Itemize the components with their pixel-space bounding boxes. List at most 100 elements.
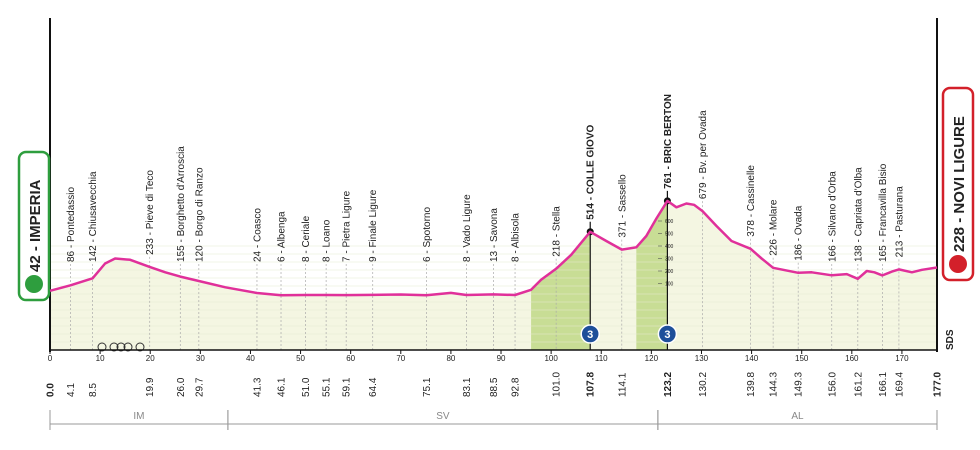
logo: SDS (945, 329, 956, 350)
x-tick-label: 150 (795, 354, 809, 363)
finish-icon (949, 255, 967, 273)
x-tick-label: 100 (544, 354, 558, 363)
waypoint-label: 6 - Albenga (277, 211, 288, 262)
icon (109, 342, 119, 352)
waypoint-label: 138 - Capriata d'Olba (853, 167, 864, 262)
km-label: 46.1 (277, 377, 288, 397)
km-label: 101.0 (552, 372, 563, 397)
km-label: 75.1 (422, 377, 433, 397)
waypoint-label: 218 - Stella (552, 206, 563, 257)
altitude-tick-label: 600 (665, 219, 674, 225)
x-tick-label: 50 (296, 354, 305, 363)
x-tick-label: 110 (595, 354, 608, 363)
km-label: 166.1 (878, 372, 889, 397)
climb-category: 3 (587, 329, 593, 341)
km-label: 169.4 (894, 372, 905, 397)
x-tick-label: 160 (845, 354, 859, 363)
x-tick-label: 40 (246, 354, 255, 363)
waypoint-label: 166 - Silvano d'Orba (827, 171, 838, 262)
waypoint-label: 514 - COLLE GIOVO (586, 125, 597, 220)
waypoint-label: 233 - Pieve di Teco (145, 170, 156, 255)
waypoint-label: 761 - BRIC BERTON (663, 94, 674, 189)
start-label: 42 - IMPERIA (27, 179, 44, 272)
altitude-tick-label: 500 (665, 232, 674, 238)
waypoint-label: 142 - Chiusavecchia (88, 171, 99, 262)
km-label: 92.8 (511, 377, 522, 397)
profile-area (50, 200, 937, 350)
x-tick-label: 130 (695, 354, 709, 363)
profile-line (49, 199, 938, 297)
km-label: 51.0 (301, 377, 312, 397)
icon (123, 342, 133, 352)
km-label: 4.1 (66, 383, 77, 397)
climb-badge (657, 324, 678, 344)
x-tick-label: 70 (396, 354, 405, 363)
region-label: IM (133, 411, 144, 422)
x-tick-label: 20 (146, 354, 155, 363)
altitude-tick-label: 200 (665, 269, 674, 275)
km-label: 59.1 (342, 377, 353, 397)
km-label: 177.0 (933, 372, 944, 397)
km-label: 139.8 (746, 372, 757, 397)
waypoint-label: 226 - Molare (769, 199, 780, 256)
km-label: 0.0 (46, 383, 57, 397)
altitude-tick-label: 100 (665, 282, 674, 288)
x-tick-label: 10 (96, 354, 105, 363)
climb-category: 3 (664, 329, 670, 341)
x-tick-label: 170 (895, 354, 909, 363)
x-tick-label: 30 (196, 354, 205, 363)
km-label: 156.0 (827, 372, 838, 397)
km-label: 123.2 (663, 372, 674, 397)
finish-badge (941, 86, 975, 282)
waypoint-label: 165 - Francavilla Bisio (878, 163, 889, 262)
km-label: 107.8 (586, 372, 597, 397)
km-label: 130.2 (698, 372, 709, 397)
start-badge (17, 150, 51, 302)
x-tick-label: 60 (346, 354, 355, 363)
x-tick-label: 80 (446, 354, 455, 363)
km-label: 41.3 (252, 377, 263, 397)
km-label: 144.3 (769, 372, 780, 397)
climb-area (636, 200, 668, 350)
km-label: 161.2 (853, 372, 864, 397)
finish-label: 228 - NOVI LIGURE (951, 116, 968, 252)
km-label: 29.7 (194, 377, 205, 397)
region-label: AL (791, 411, 804, 422)
waypoint-label: 186 - Ovada (794, 205, 805, 260)
km-label: 26.0 (176, 377, 187, 397)
waypoint-label: 8 - Loano (322, 219, 333, 262)
profile-layer (50, 200, 937, 350)
km-label: 64.4 (368, 377, 379, 397)
waypoint-label: 8 - Ceriale (301, 215, 312, 262)
km-label: 88.5 (489, 377, 500, 397)
region-label: SV (436, 411, 450, 422)
altitude-tick-label: 400 (665, 244, 674, 250)
icon (135, 342, 145, 352)
waypoint-label: 213 - Pasturana (894, 186, 905, 258)
climb-area (531, 231, 591, 350)
km-label: 149.3 (794, 372, 805, 397)
waypoint-label: 371 - Sassello (617, 174, 628, 238)
climb-badge (580, 324, 600, 344)
km-label: 19.9 (145, 377, 156, 397)
km-label: 8.5 (88, 383, 99, 397)
waypoint-label: 6 - Spotorno (422, 207, 433, 262)
waypoint-label: 679 - Bv. per Ovada (698, 110, 709, 199)
waypoint-label: 7 - Pietra Ligure (342, 190, 353, 262)
x-tick-label: 120 (645, 354, 659, 363)
icon (116, 342, 126, 352)
km-label: 83.1 (462, 377, 473, 397)
x-tick-label: 0 (48, 354, 53, 363)
km-label: 55.1 (322, 377, 333, 397)
km-label: 114.1 (617, 372, 628, 397)
altitude-tick-label: 300 (665, 257, 674, 263)
waypoint-label: 8 - Vado Ligure (462, 194, 473, 262)
x-tick-label: 90 (497, 354, 506, 363)
waypoint-label: 155 - Borghetto d'Arroscia (176, 146, 187, 262)
waypoint-label: 13 - Savona (489, 208, 500, 262)
waypoint-label: 8 - Albisola (511, 213, 522, 262)
x-tick-label: 140 (745, 354, 759, 363)
waypoint-label: 9 - Finale Ligure (368, 189, 379, 262)
start-icon (25, 275, 43, 293)
